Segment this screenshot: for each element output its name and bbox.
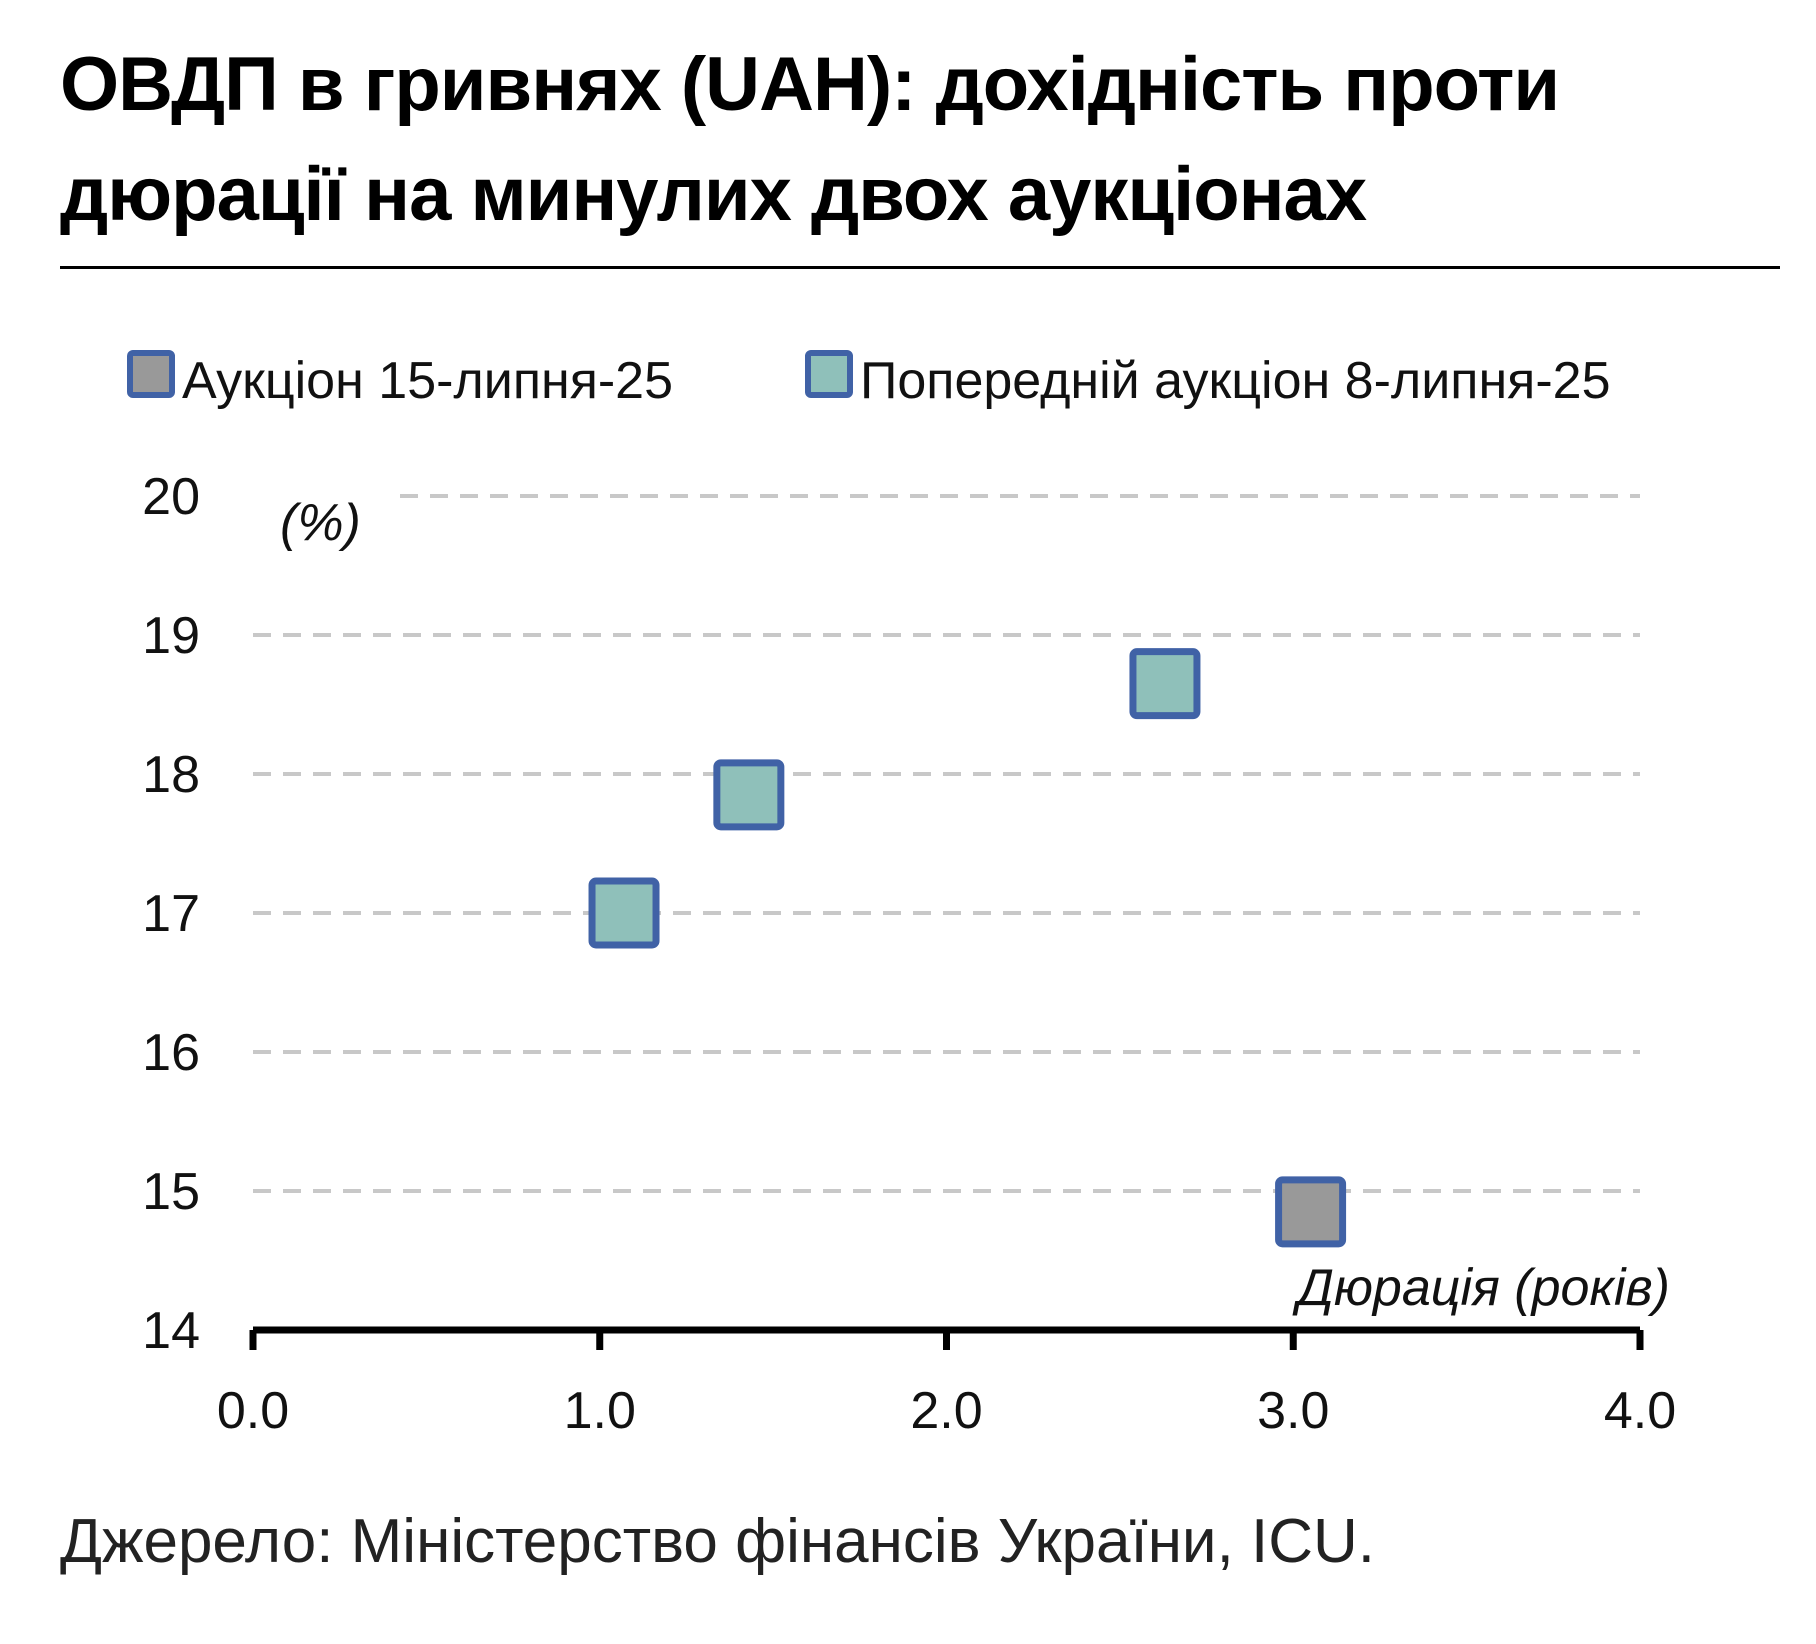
data-point-series-1 — [588, 877, 660, 949]
y-axis-ticks: 14 15 16 17 18 19 20 — [142, 468, 200, 1360]
y-tick-label: 19 — [142, 607, 200, 665]
x-axis — [249, 1326, 1644, 1350]
grid-lines — [253, 494, 1640, 1193]
data-point-series-1 — [1129, 648, 1201, 720]
data-point-series-1 — [713, 759, 785, 831]
legend-swatch-0 — [127, 350, 175, 398]
y-tick-label: 17 — [142, 885, 200, 943]
legend-label-1: Попередній аукціон 8-липня-25 — [860, 352, 1611, 410]
legend: Аукціон 15-липня-25 Попередній аукціон 8-… — [127, 350, 1611, 410]
x-tick-label: 4.0 — [1604, 1382, 1676, 1440]
y-tick-label: 15 — [142, 1163, 200, 1221]
x-tick-label: 1.0 — [564, 1382, 636, 1440]
x-tick-label: 0.0 — [217, 1382, 289, 1440]
y-tick-label: 14 — [142, 1302, 200, 1360]
x-tick-label: 2.0 — [910, 1382, 982, 1440]
x-axis-label: Дюрація (років) — [1292, 1259, 1670, 1317]
y-axis-label: (%) — [280, 494, 361, 552]
x-axis-ticks: 0.0 1.0 2.0 3.0 4.0 — [217, 1382, 1676, 1440]
x-tick-label: 3.0 — [1257, 1382, 1329, 1440]
source-note: Джерело: Міністерство фінансів України, … — [60, 1507, 1376, 1576]
data-point-series-0 — [1275, 1176, 1347, 1248]
y-tick-label: 16 — [142, 1024, 200, 1082]
data-points — [588, 648, 1347, 1248]
chart-title: ОВДП в гривнях (UAH): дохідність проти д… — [60, 42, 1560, 237]
y-tick-label: 20 — [142, 468, 200, 526]
legend-label-0: Аукціон 15-липня-25 — [182, 352, 673, 410]
title-divider — [60, 266, 1780, 269]
legend-swatch-1 — [805, 350, 853, 398]
y-tick-label: 18 — [142, 746, 200, 804]
